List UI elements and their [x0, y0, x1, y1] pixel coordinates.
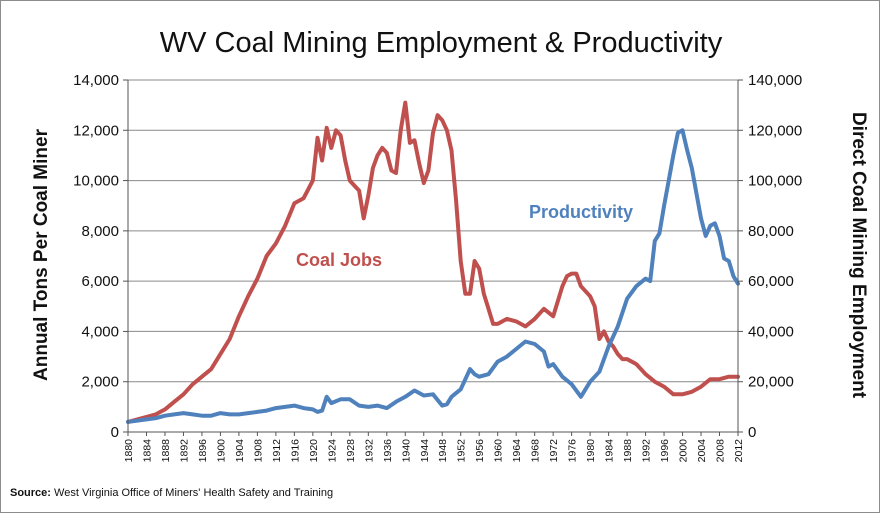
source-note: Source: West Virginia Office of Miners' … — [10, 487, 333, 499]
x-tick-label: 1932 — [363, 439, 375, 463]
source-text: West Virginia Office of Miners' Health S… — [54, 487, 334, 499]
axes — [127, 80, 739, 433]
x-tick-label: 1968 — [530, 439, 542, 463]
x-tick-label: 1940 — [400, 439, 412, 463]
x-tick-label: 1936 — [382, 439, 394, 463]
x-tick-label: 1884 — [141, 439, 153, 463]
x-tick-label: 1904 — [234, 439, 246, 463]
x-tick-label: 1996 — [659, 439, 671, 463]
x-tick-label: 2004 — [696, 439, 708, 463]
left-tick-label: 10,000 — [73, 173, 119, 190]
right-tick-label: 60,000 — [748, 273, 794, 290]
right-tick-label: 100,000 — [748, 173, 802, 190]
right-axis-label: Direct Coal Mining Employment — [848, 112, 869, 399]
left-tick-label: 12,000 — [73, 122, 119, 139]
left-tick-label: 8,000 — [81, 223, 119, 240]
x-tick-label: 1976 — [567, 439, 579, 463]
coal-jobs-series-label: Coal Jobs — [296, 250, 382, 270]
source-label: Source: — [10, 487, 51, 499]
left-tick-label: 4,000 — [81, 323, 119, 340]
right-tick-label: 0 — [748, 424, 756, 441]
x-tick-label: 1956 — [474, 439, 486, 463]
x-tick-label: 1972 — [548, 439, 560, 463]
x-tick-label: 1896 — [197, 439, 209, 463]
productivity-line — [126, 128, 740, 424]
x-tick-label: 1952 — [456, 439, 468, 463]
x-tick-label: 1912 — [271, 439, 283, 463]
x-tick-label: 1960 — [493, 439, 505, 463]
series-lines — [126, 100, 740, 424]
x-tick-label: 1920 — [308, 439, 320, 463]
left-tick-label: 6,000 — [81, 273, 119, 290]
x-tick-label: 1948 — [437, 439, 449, 463]
x-tick-label: 1984 — [604, 439, 616, 463]
right-axis-ticks: 0 20,000 40,000 60,000 80,000 100,000 120,000 1… — [738, 72, 802, 441]
left-axis-label: Annual Tons Per Coal Miner — [31, 128, 52, 381]
x-tick-label: 1944 — [419, 439, 431, 463]
left-tick-label: 2,000 — [81, 374, 119, 391]
x-tick-label: 1880 — [123, 439, 135, 463]
left-tick-label: 14,000 — [73, 72, 119, 89]
x-tick-label: 2008 — [715, 439, 727, 463]
x-tick-label: 1900 — [215, 439, 227, 463]
right-tick-label: 40,000 — [748, 323, 794, 340]
x-tick-label: 1964 — [511, 439, 523, 463]
productivity-series-label: Productivity — [529, 202, 633, 222]
left-axis-ticks: 0 2,000 4,000 6,000 8,000 10,000 12,000 14,000 — [73, 72, 128, 441]
x-tick-label: 1988 — [622, 439, 634, 463]
x-tick-label: 1980 — [585, 439, 597, 463]
right-tick-label: 140,000 — [748, 72, 802, 89]
right-tick-label: 120,000 — [748, 122, 802, 139]
x-tick-label: 1908 — [252, 439, 264, 463]
x-tick-label: 2000 — [678, 439, 690, 463]
chart-title: WV Coal Mining Employment & Productivity — [160, 27, 723, 59]
right-tick-label: 20,000 — [748, 374, 794, 391]
left-tick-label: 0 — [111, 424, 119, 441]
coal-jobs-line — [126, 100, 740, 424]
x-tick-label: 1928 — [345, 439, 357, 463]
x-axis-ticks: 1880 1884 1888 1892 1896 1900 1904 1908 1912 1916… — [123, 432, 745, 462]
x-tick-label: 2012 — [733, 439, 745, 463]
x-tick-label: 1888 — [160, 439, 172, 463]
x-tick-label: 1916 — [289, 439, 301, 463]
x-tick-label: 1924 — [326, 439, 338, 463]
x-tick-label: 1992 — [641, 439, 653, 463]
right-tick-label: 80,000 — [748, 223, 794, 240]
x-tick-label: 1892 — [178, 439, 190, 463]
